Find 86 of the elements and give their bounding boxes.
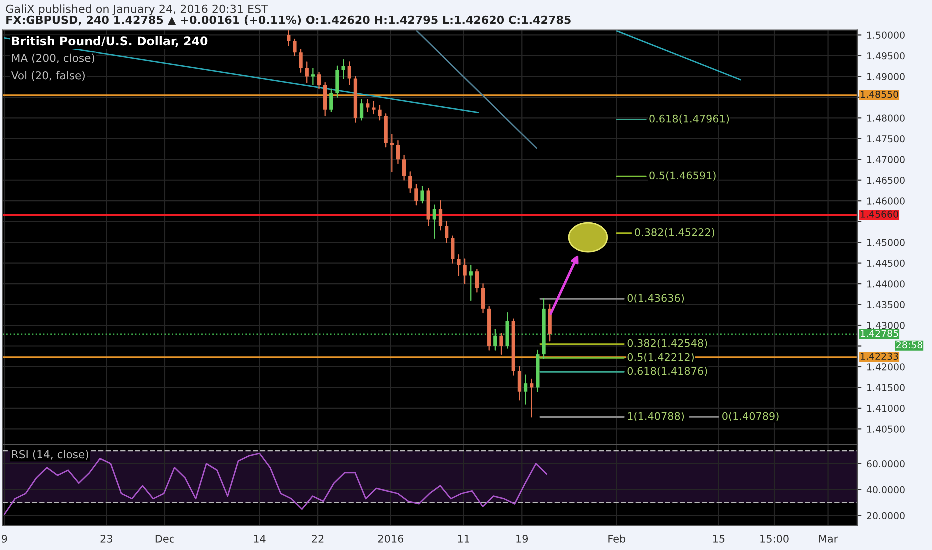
- x-tick-label: 15: [713, 535, 725, 543]
- candlestick: [457, 254, 461, 276]
- y-tick-label: 1.41500: [868, 384, 905, 392]
- x-tick-label: Dec: [156, 535, 174, 543]
- x-tick-label: 22: [312, 535, 324, 543]
- candlestick: [530, 378, 534, 418]
- chart-title: FX:GBPUSD, 240 1.42785 ▲ +0.00161 (+0.11%) O:1.42620 H:1.42795 L:1.42620 C:1.42785: [6, 16, 571, 26]
- y-tick-label: 1.48000: [868, 114, 905, 122]
- candlestick: [311, 68, 316, 86]
- candlestick: [469, 264, 473, 302]
- annotation: 0.5(1.46591): [650, 172, 716, 181]
- annotation: 0.618(1.41876): [628, 367, 708, 376]
- candlestick: [348, 62, 352, 86]
- y-tick-label: 1.41000: [868, 405, 905, 412]
- candlestick: [524, 374, 528, 405]
- candlestick: [432, 204, 436, 239]
- y-tick-label: 1.42000: [868, 364, 905, 371]
- y-tick-label: 1.45000: [868, 239, 905, 246]
- candlestick: [390, 134, 394, 173]
- candlestick: [330, 88, 334, 112]
- candlestick: [342, 60, 346, 80]
- x-tick-label: 23: [100, 535, 112, 543]
- candlestick: [445, 221, 449, 244]
- candlestick: [378, 105, 382, 121]
- candlestick: [299, 49, 303, 74]
- x-tick-label: 11: [458, 535, 470, 543]
- candlestick: [463, 258, 467, 285]
- y-tick-label: 1.49000: [868, 73, 905, 80]
- y-tick-label: 20.0000: [867, 512, 905, 520]
- x-tick-label: 2016: [378, 535, 404, 543]
- candlestick: [396, 140, 400, 164]
- y-tick-label: 1.43000: [868, 322, 905, 330]
- annotation: British Pound/U.S. Dollar, 240: [12, 36, 208, 48]
- candlestick: [438, 200, 443, 231]
- annotation: 0.382(1.42548): [628, 339, 708, 349]
- y-tick-label: 1.40500: [868, 426, 905, 433]
- annotation: RSI (14, close): [12, 450, 88, 460]
- ref-line-label: 1.48550: [861, 90, 898, 98]
- ref-line-label: 1.45660: [861, 210, 898, 218]
- candlestick: [500, 333, 504, 356]
- candlestick: [305, 62, 309, 84]
- annotation: Vol (20, false): [11, 71, 85, 81]
- text: 28:58: [896, 341, 922, 349]
- y-tick-label: 40.0000: [866, 486, 905, 494]
- y-tick-label: 1.49500: [868, 52, 905, 60]
- candlestick: [287, 30, 291, 46]
- x-tick-label: Feb: [608, 534, 626, 543]
- annotation: MA (200, close): [12, 54, 95, 64]
- candlestick: [317, 72, 322, 90]
- chart-subtitle: GaliX published on January 24, 2016 20:31 EST: [6, 4, 268, 16]
- candlestick: [451, 236, 455, 264]
- y-tick-label: 60.0000: [867, 460, 905, 468]
- annotation: 0.618(1.47961): [650, 114, 730, 124]
- x-tick-label: 9: [2, 535, 8, 543]
- annotation: 0.5(1.42212): [628, 353, 694, 362]
- annotation: 0.382(1.45222): [635, 228, 715, 238]
- ref-line-label: 1.42785: [861, 330, 898, 338]
- candlestick: [360, 98, 364, 121]
- candlestick: [475, 268, 480, 293]
- candlestick: [336, 66, 340, 98]
- annotation: 0(1.43636): [628, 294, 684, 304]
- x-tick-label: 15:00: [760, 535, 789, 543]
- annotation: 0(1.40789): [722, 412, 779, 422]
- candlestick: [402, 154, 406, 181]
- x-tick-label: Mar: [819, 535, 838, 543]
- y-tick-label: 1.44000: [868, 280, 905, 288]
- x-tick-label: 19: [516, 535, 528, 543]
- ref-line-label: 1.42233: [861, 352, 898, 360]
- y-tick-label: 1.47000: [868, 156, 905, 164]
- y-tick-label: 1.43500: [868, 301, 905, 309]
- candlestick: [518, 366, 522, 401]
- x-tick-label: 14: [254, 535, 266, 543]
- y-tick-label: 1.46500: [868, 176, 905, 184]
- candlestick: [414, 184, 418, 206]
- candlestick: [481, 283, 486, 314]
- candlestick: [366, 98, 370, 112]
- annotation: 1(1.40788): [628, 412, 684, 422]
- candlestick: [372, 101, 376, 115]
- y-tick-label: 1.44500: [868, 260, 905, 268]
- candlestick: [494, 329, 498, 351]
- candlestick: [408, 172, 412, 194]
- y-tick-label: 1.50000: [868, 32, 905, 39]
- y-tick-label: 1.46000: [868, 198, 905, 205]
- candlestick: [420, 186, 424, 204]
- y-tick-label: 1.47500: [868, 135, 905, 143]
- candlestick: [293, 38, 297, 57]
